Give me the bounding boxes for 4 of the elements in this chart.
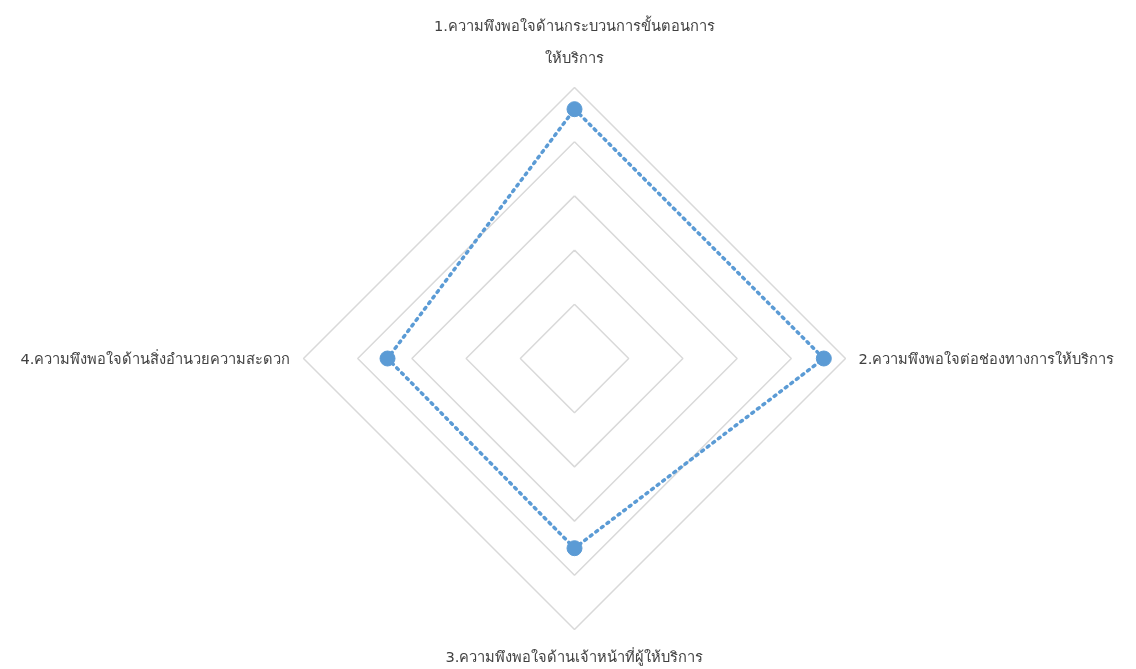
spoke-label: 2.ความพึงพอใจต่อช่องทางการให้บริการ <box>858 350 1115 367</box>
spoke-label: 1.ความพึงพอใจด้านกระบวนการขั้นตอนการ ให้บริการ <box>434 14 715 66</box>
spoke-label: 3.ความพึงพอใจด้านเจ้าหน้าที่ผู้ให้บริการ <box>445 647 704 667</box>
spoke-label: 4.ความพึงพอใจด้านสิ่งอำนวยความสะดวก <box>20 349 291 367</box>
